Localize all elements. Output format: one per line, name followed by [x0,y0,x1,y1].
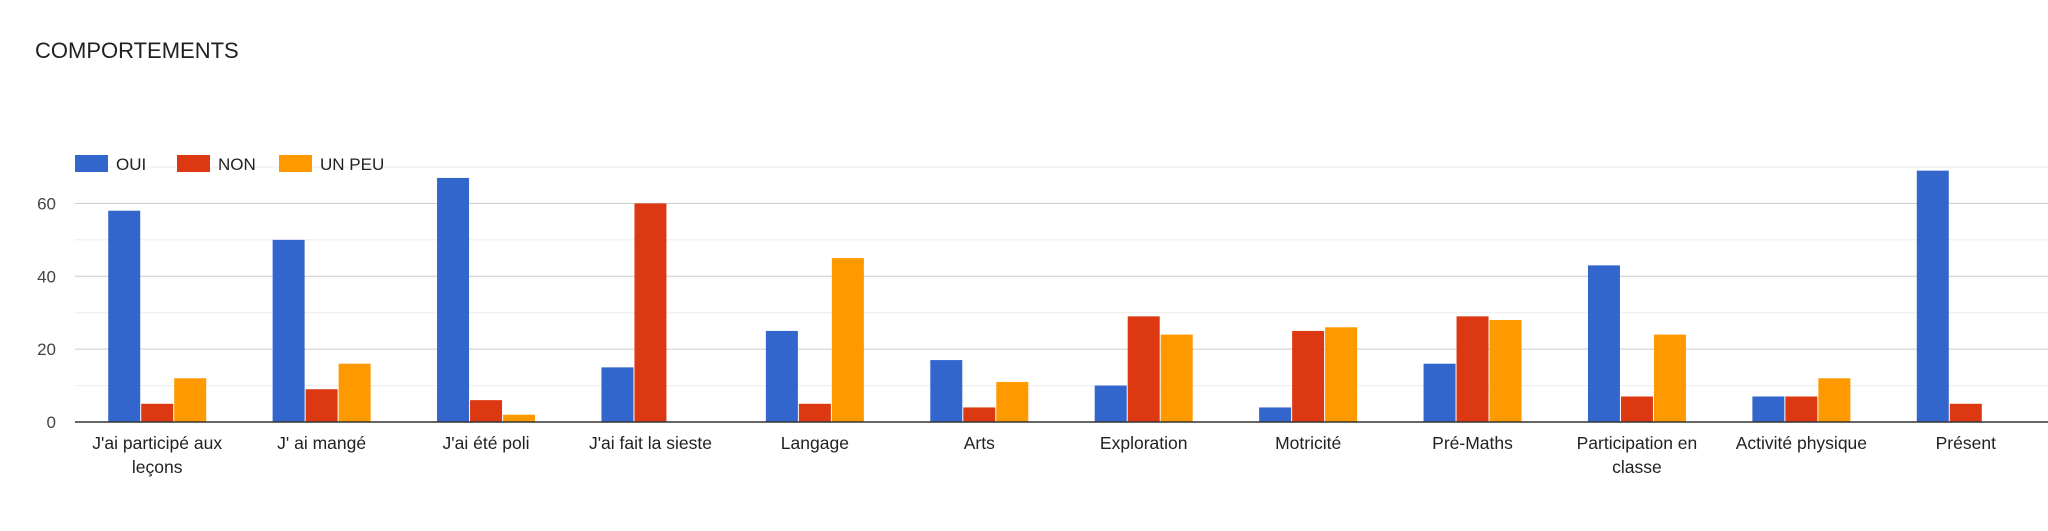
legend-swatch [279,155,312,172]
bar [1785,396,1818,422]
x-tick-label: Participation en classe [1577,433,1698,477]
x-tick-label: J'ai été poli [443,433,530,453]
legend-label: OUI [116,155,146,174]
bar [1456,316,1489,422]
bar [1620,396,1653,422]
bar [1325,327,1358,422]
bar [1094,385,1127,422]
bar [108,210,141,422]
bar [1587,265,1620,422]
bar [1949,403,1982,422]
x-tick-label: Présent [1936,433,1996,453]
bar [798,403,831,422]
bar [930,360,963,422]
bar [272,239,305,422]
bar [437,177,470,422]
bar [1160,334,1193,422]
x-tick-label: Activité physique [1736,433,1867,453]
x-tick-label: Exploration [1100,433,1188,453]
bar [765,330,798,422]
bar [141,403,174,422]
labels: 0 20 40 60 J'ai participé aux leçons J' ai man… [37,194,1996,477]
bars [108,170,1982,422]
y-tick-label: 20 [37,340,56,359]
x-tick-label: J'ai fait la sieste [589,433,712,453]
bar [996,381,1029,422]
y-tick-label: 0 [47,413,56,432]
bar [1818,378,1851,422]
bar [1292,330,1325,422]
bar [601,367,634,422]
chart-title: COMPORTEMENTS [35,38,239,63]
bar [1423,363,1456,422]
x-tick-label: Langage [781,433,849,453]
bar [174,378,207,422]
bar [338,363,371,422]
grid-lines [75,166,2048,387]
bar [1259,407,1292,422]
x-tick-label: Motricité [1275,433,1341,453]
bar [470,400,503,422]
bar [305,389,338,422]
x-tick-label: Pré-Maths [1432,433,1513,453]
x-tick-label: J' ai mangé [277,433,366,453]
legend-label: UN PEU [320,155,384,174]
bar [831,258,864,422]
bar [1752,396,1785,422]
bar [503,414,536,422]
y-tick-label: 60 [37,194,56,213]
legend-label: NON [218,155,256,174]
legend-swatch [75,155,108,172]
bar [1916,170,1949,422]
legend: OUI NON UN PEU [75,155,384,174]
bar [1489,320,1522,422]
bar [963,407,996,422]
bar [1127,316,1160,422]
bar [1653,334,1686,422]
x-tick-label: Arts [964,433,995,453]
x-tick-label: J'ai participé aux leçons [92,433,222,477]
bar [634,203,667,422]
legend-swatch [177,155,210,172]
y-tick-label: 40 [37,267,56,286]
